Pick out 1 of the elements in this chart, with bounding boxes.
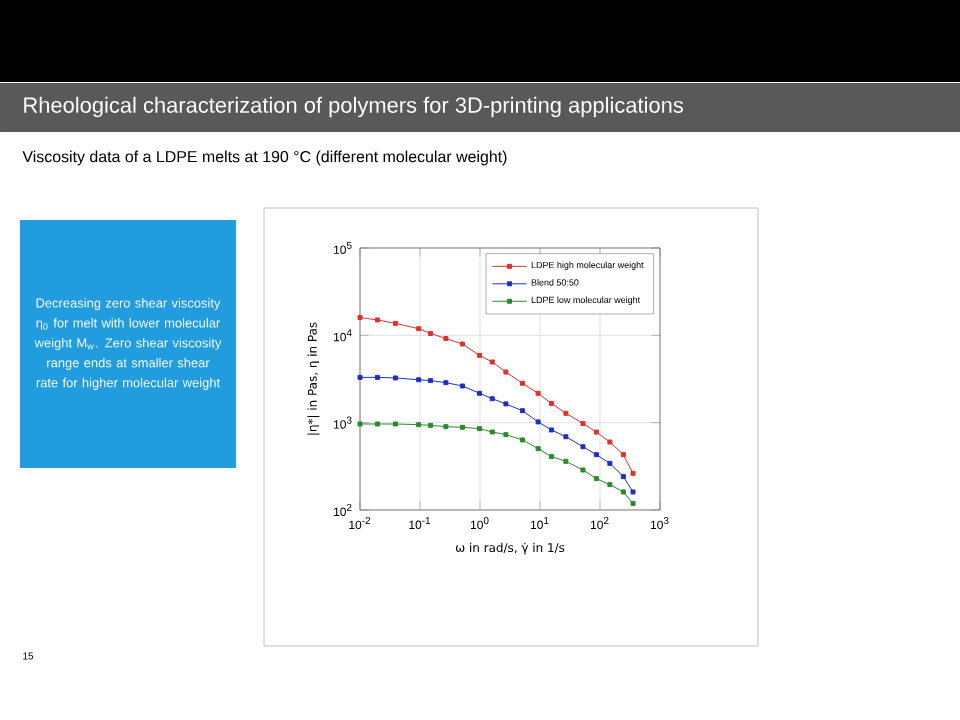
chart-title: Rheological characterization of polymers for 3D-printing applications (24, 96, 683, 118)
